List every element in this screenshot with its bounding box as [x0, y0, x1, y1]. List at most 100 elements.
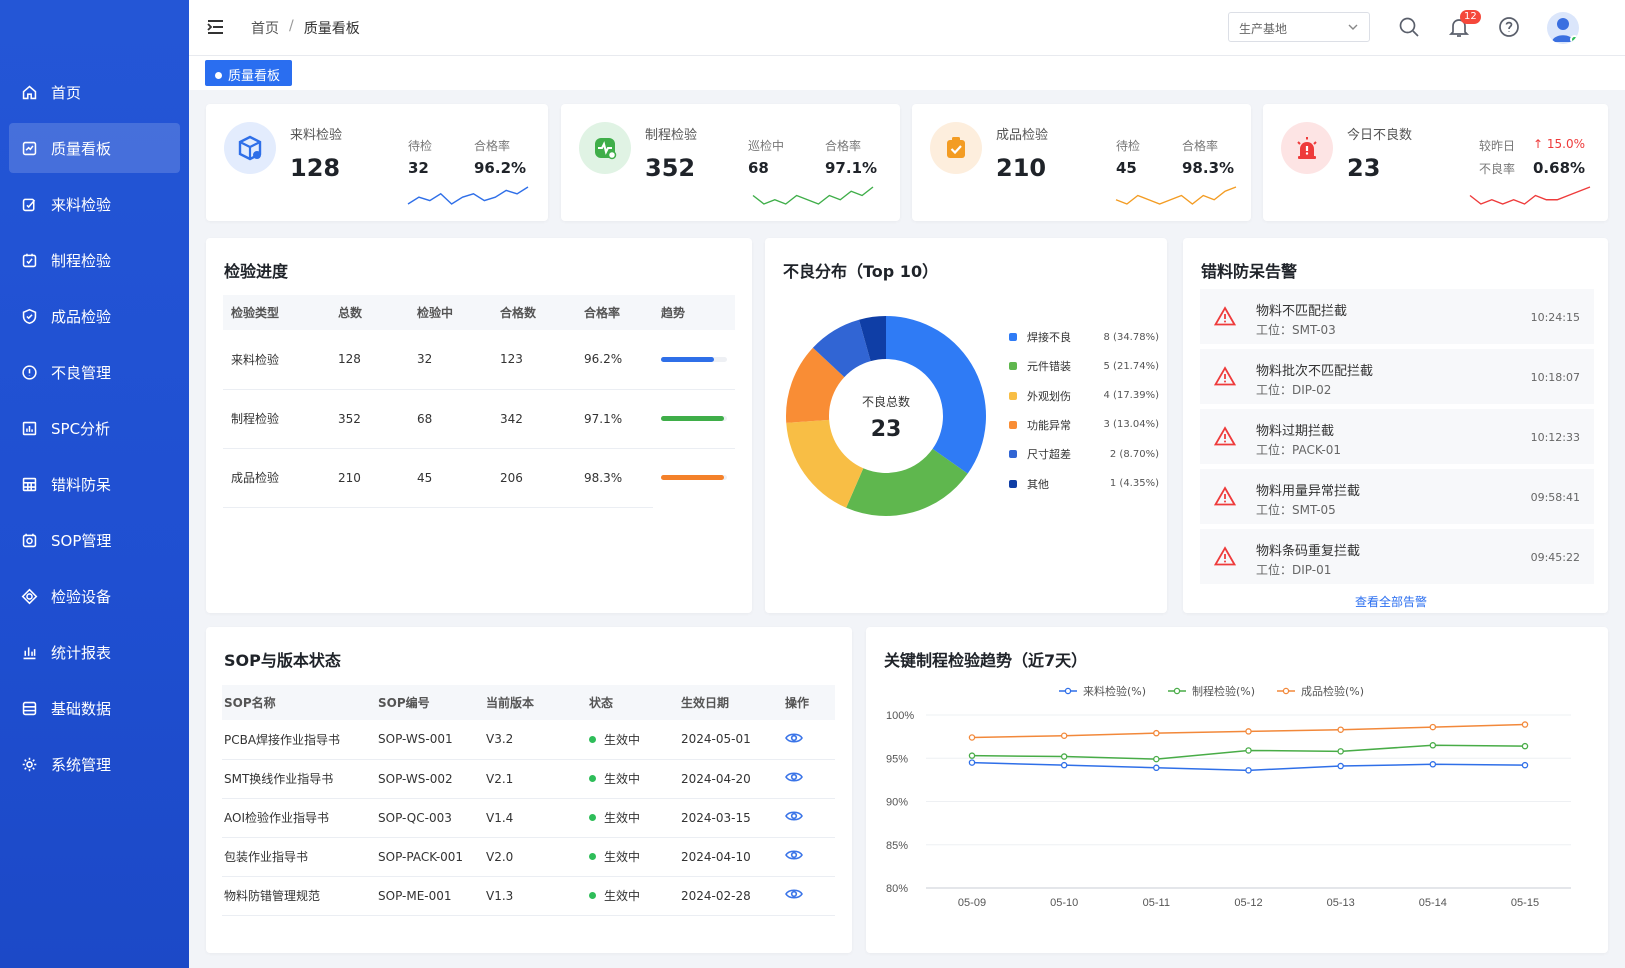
data-point[interactable] — [1153, 729, 1160, 737]
column-header: 检验中 — [409, 295, 492, 330]
data-point[interactable] — [1060, 732, 1068, 740]
cell-sop-code: SOP-WS-002 — [370, 759, 478, 799]
cell-action — [777, 720, 835, 760]
legend-item[interactable]: 外观划伤 4 (17.39%) — [1009, 388, 1159, 404]
data-point[interactable] — [1521, 721, 1529, 728]
sidebar-item-sop-management[interactable]: SOP管理 — [9, 515, 180, 565]
help-icon[interactable] — [1497, 15, 1521, 39]
view-eye-icon[interactable] — [785, 889, 803, 903]
cell-passed: 342 — [492, 389, 576, 449]
view-eye-icon[interactable] — [785, 772, 803, 786]
kpi-value: 352 — [645, 154, 696, 182]
sidebar-item-spc-analysis[interactable]: SPC分析 — [9, 403, 180, 453]
legend-swatch — [1009, 450, 1017, 459]
table-row[interactable]: AOI检验作业指导书 SOP-QC-003 V1.4 生效中 2024-03-1… — [222, 798, 835, 838]
data-point[interactable] — [1153, 755, 1160, 763]
data-point[interactable] — [1245, 767, 1252, 774]
status-text: 生效中 — [604, 811, 641, 825]
data-point[interactable] — [1153, 764, 1160, 772]
legend-swatch — [1009, 479, 1017, 488]
cell-type: 成品检验 — [223, 448, 330, 508]
donut-slice[interactable] — [886, 316, 986, 474]
sidebar-item-inspection-equipment[interactable]: 检验设备 — [9, 571, 180, 621]
view-eye-icon[interactable] — [785, 850, 803, 864]
card-title: 关键制程检验趋势（近7天） — [884, 651, 1088, 670]
view-eye-icon[interactable] — [785, 733, 803, 747]
search-icon[interactable] — [1397, 15, 1421, 39]
legend-item[interactable]: 元件错装 5 (21.74%) — [1009, 358, 1159, 374]
legend-value: 1 (4.35%) — [1109, 478, 1159, 489]
kpi-sub-label: 较昨日 — [1479, 139, 1516, 153]
data-point[interactable] — [1337, 726, 1344, 733]
table-row[interactable]: 成品检验 210 45 206 98.3% — [223, 448, 735, 508]
data-point[interactable] — [1060, 753, 1068, 760]
donut-slice[interactable] — [786, 419, 864, 508]
data-point[interactable] — [1337, 748, 1344, 755]
table-row[interactable]: 物料防错管理规范 SOP-ME-001 V1.3 生效中 2024-02-28 — [222, 876, 835, 916]
sidebar-item-basic-data[interactable]: 基础数据 — [9, 683, 180, 733]
alert-item[interactable]: 物料条码重复拦截 工位：DIP-01 09:45:22 — [1200, 529, 1594, 585]
kpi-card-defects-today: 今日不良数 23 较昨日 ↑ 15.0% 不良率 0.68% — [1263, 104, 1608, 221]
sidebar-item-incoming-inspection[interactable]: 来料检验 — [9, 179, 180, 229]
data-point[interactable] — [1521, 742, 1529, 750]
alert-item[interactable]: 物料过期拦截 工位：PACK-01 10:12:33 — [1200, 409, 1594, 465]
view-eye-icon[interactable] — [785, 811, 803, 825]
data-point[interactable] — [1245, 747, 1252, 754]
donut-slice[interactable] — [859, 316, 886, 362]
donut-slice[interactable] — [812, 319, 871, 378]
legend-item[interactable]: 成品检验(%) — [1277, 683, 1364, 699]
kpi-sparkline — [1469, 186, 1591, 205]
sidebar-item-defect-management[interactable]: 不良管理 — [9, 347, 180, 397]
donut-slice[interactable] — [846, 448, 968, 516]
warning-circle-icon — [21, 364, 38, 381]
legend-item[interactable]: 来料检验(%) — [1059, 683, 1146, 699]
sidebar-item-label: 错料防呆 — [51, 475, 112, 494]
data-point[interactable] — [968, 734, 976, 741]
breadcrumb-home[interactable]: 首页 — [251, 21, 279, 37]
bell-icon[interactable] — [1447, 15, 1471, 39]
sidebar-item-home[interactable]: 首页 — [9, 67, 180, 117]
alert-item[interactable]: 物料批次不匹配拦截 工位：DIP-02 10:18:07 — [1200, 349, 1594, 405]
legend-item[interactable]: 其他 1 (4.35%) — [1009, 476, 1159, 492]
kpi-sub-label: 合格率 — [1182, 139, 1219, 153]
data-point[interactable] — [1060, 761, 1068, 769]
tab-quality-dashboard[interactable]: 质量看板 — [205, 60, 293, 86]
legend-item[interactable]: 焊接不良 8 (34.78%) — [1009, 329, 1159, 345]
table-row[interactable]: 包装作业指导书 SOP-PACK-001 V2.0 生效中 2024-04-10 — [222, 837, 835, 877]
sidebar-item-error-proofing[interactable]: 错料防呆 — [9, 459, 180, 509]
kpi-sparkline — [407, 186, 529, 205]
table-row[interactable]: 制程检验 352 68 342 97.1% — [223, 389, 735, 449]
legend-item[interactable]: 功能异常 3 (13.04%) — [1009, 417, 1159, 433]
alert-time: 09:45:22 — [1530, 551, 1580, 564]
alert-item[interactable]: 物料不匹配拦截 工位：SMT-03 10:24:15 — [1200, 289, 1594, 345]
table-row[interactable]: PCBA焊接作业指导书 SOP-WS-001 V3.2 生效中 2024-05-… — [222, 720, 835, 760]
clipboard-check-icon — [930, 122, 982, 174]
legend-label: 外观划伤 — [1027, 389, 1071, 403]
data-point[interactable] — [1337, 762, 1344, 770]
data-point[interactable] — [1429, 761, 1437, 768]
legend-label: 其他 — [1027, 477, 1049, 491]
data-point[interactable] — [1521, 761, 1529, 769]
sidebar-item-system-management[interactable]: 系统管理 — [9, 739, 180, 789]
factory-select[interactable]: 生产基地 — [1228, 12, 1370, 42]
view-all-alerts-link[interactable]: 查看全部告警 — [1355, 595, 1428, 609]
data-point[interactable] — [968, 752, 976, 759]
data-point[interactable] — [1245, 728, 1252, 735]
donut-slice[interactable] — [786, 347, 845, 423]
sidebar-item-quality-dashboard[interactable]: 质量看板 — [9, 123, 180, 173]
sidebar-item-process-inspection[interactable]: 制程检验 — [9, 235, 180, 285]
data-point[interactable] — [1429, 723, 1437, 731]
data-point[interactable] — [968, 759, 976, 766]
avatar[interactable] — [1547, 12, 1579, 44]
data-point[interactable] — [1429, 742, 1437, 749]
tab-label: 质量看板 — [228, 69, 281, 84]
legend-item[interactable]: 制程检验(%) — [1168, 683, 1255, 699]
sidebar-item-final-inspection[interactable]: 成品检验 — [9, 291, 180, 341]
table-row[interactable]: 来料检验 128 32 123 96.2% — [223, 330, 735, 390]
menu-toggle-icon[interactable] — [207, 18, 227, 36]
table-row[interactable]: SMT换线作业指导书 SOP-WS-002 V2.1 生效中 2024-04-2… — [222, 759, 835, 799]
legend-item[interactable]: 尺寸超差 2 (8.70%) — [1009, 446, 1159, 462]
alert-time: 10:18:07 — [1530, 371, 1580, 384]
sidebar-item-statistics-report[interactable]: 统计报表 — [9, 627, 180, 677]
alert-item[interactable]: 物料用量异常拦截 工位：SMT-05 09:58:41 — [1200, 469, 1594, 525]
